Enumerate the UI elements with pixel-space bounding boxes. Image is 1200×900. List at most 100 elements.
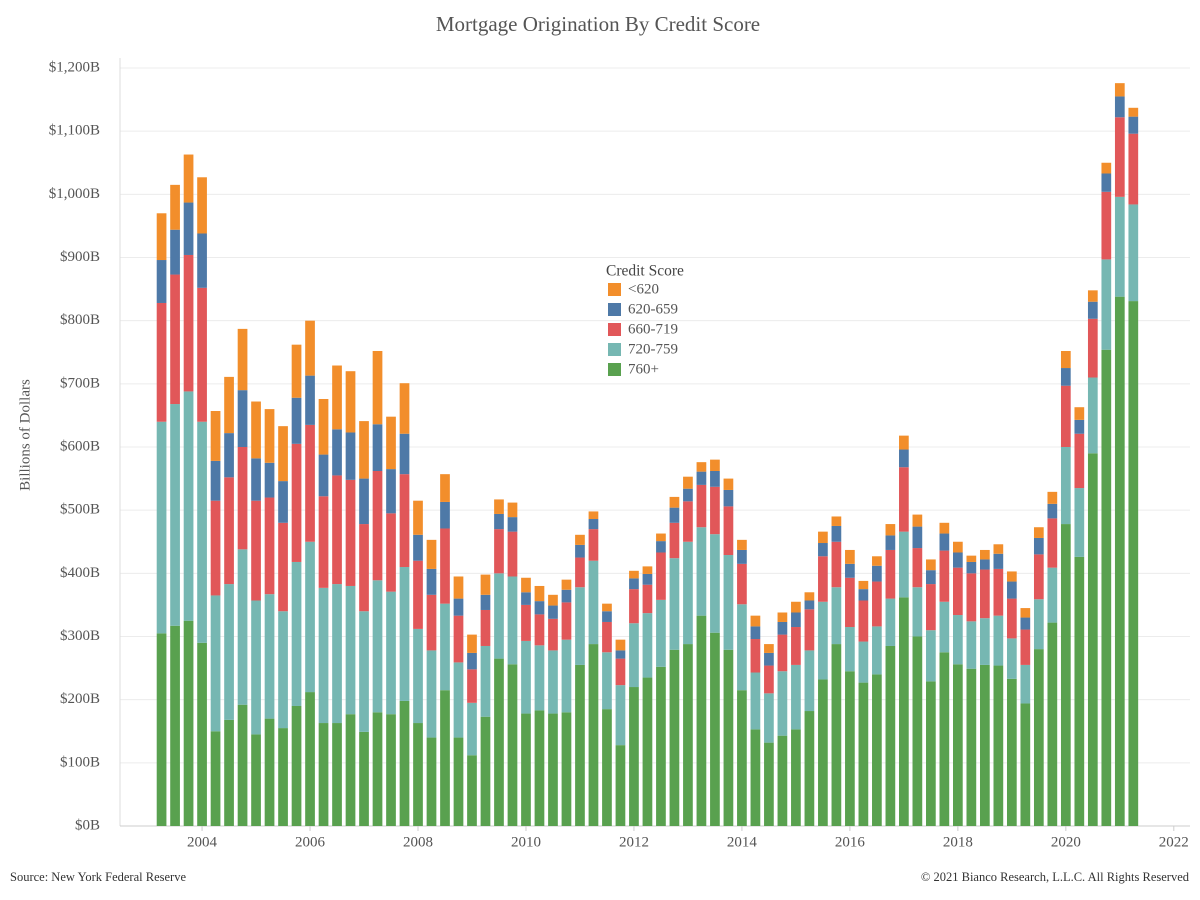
bar-segment xyxy=(710,534,720,633)
legend-swatch xyxy=(608,363,621,376)
bar-segment xyxy=(764,693,774,743)
bar-segment xyxy=(1006,678,1017,826)
bar-segment xyxy=(251,401,261,459)
bar-segment xyxy=(696,462,707,472)
bar-segment xyxy=(183,391,194,621)
bar-segment xyxy=(723,555,734,650)
bar-segment xyxy=(1128,116,1139,134)
x-tick-label: 2004 xyxy=(187,834,218,850)
bar-segment xyxy=(669,649,680,826)
bar-segment xyxy=(251,734,261,826)
y-tick-label: $100B xyxy=(60,754,100,770)
bar-segment xyxy=(1074,419,1085,434)
bar-segment xyxy=(251,458,261,501)
bar-segment xyxy=(939,522,950,534)
legend-label: 760+ xyxy=(628,361,659,377)
bar-segment xyxy=(845,627,855,672)
bar-segment xyxy=(264,462,275,498)
bar-segment xyxy=(210,731,221,826)
bar-segment xyxy=(264,718,275,826)
bar-segment xyxy=(845,671,855,826)
bar-segment xyxy=(278,728,288,826)
bar-segment xyxy=(345,585,356,715)
bar-segment xyxy=(791,664,801,730)
bar-segment xyxy=(183,254,194,392)
bar-segment xyxy=(305,424,315,542)
bar-segment xyxy=(278,426,288,482)
bar-segment xyxy=(818,531,828,544)
bar-segment xyxy=(804,592,815,601)
bar-segment xyxy=(345,479,356,586)
bar-segment xyxy=(818,679,828,826)
bar-segment xyxy=(251,500,261,601)
bar-segment xyxy=(953,664,963,826)
bar-segment xyxy=(872,565,882,582)
bar-segment xyxy=(1033,527,1044,538)
bar-segment xyxy=(291,344,302,398)
bar-segment xyxy=(413,560,423,629)
bar-segment xyxy=(1128,107,1139,117)
bar-segment xyxy=(1101,349,1112,826)
bar-segment xyxy=(467,702,477,756)
bar-segment xyxy=(588,519,599,530)
bar-segment xyxy=(224,719,234,826)
bar-segment xyxy=(453,662,464,738)
bar-segment xyxy=(750,639,761,673)
bar-segment xyxy=(899,531,909,598)
bar-segment xyxy=(507,576,518,665)
bar-segment xyxy=(588,560,599,645)
bar-segment xyxy=(534,585,545,602)
bar-segment xyxy=(777,671,788,736)
bar-segment xyxy=(386,591,396,715)
bar-segment xyxy=(561,589,572,603)
y-tick-label: $500B xyxy=(60,502,100,518)
bar-segment xyxy=(1101,259,1112,350)
bar-segment xyxy=(1047,491,1058,504)
bar-segment xyxy=(683,488,693,502)
bar-segment xyxy=(426,568,437,595)
bar-segment xyxy=(845,549,855,564)
bar-segment xyxy=(332,475,342,585)
bar-segment xyxy=(777,621,788,635)
bar-segment xyxy=(507,531,518,577)
bar-segment xyxy=(453,737,464,826)
bar-segment xyxy=(777,634,788,672)
bar-segment xyxy=(629,570,639,579)
bar-segment xyxy=(602,621,612,653)
bar-segment xyxy=(1128,133,1139,205)
bar-segment xyxy=(683,541,693,645)
bar-segment xyxy=(858,589,869,601)
bar-segment xyxy=(237,390,248,447)
bar-segment xyxy=(818,601,828,680)
bar-segment xyxy=(1087,453,1098,826)
bar-segment xyxy=(521,640,531,714)
legend-swatch xyxy=(608,283,621,296)
bar-segment xyxy=(480,716,491,826)
bar-segment xyxy=(885,524,896,536)
y-tick-label: $900B xyxy=(60,249,100,265)
bar-segment xyxy=(372,580,383,713)
bar-segment xyxy=(1033,649,1044,826)
bar-segment xyxy=(345,714,356,826)
bar-segment xyxy=(750,626,761,640)
bar-segment xyxy=(359,731,369,826)
bar-segment xyxy=(1128,204,1139,302)
bar-segment xyxy=(885,598,896,646)
bar-segment xyxy=(534,710,545,826)
bar-segment xyxy=(845,563,855,578)
x-tick-label: 2006 xyxy=(295,834,326,850)
y-tick-label: $1,000B xyxy=(49,186,100,202)
bar-segment xyxy=(197,177,207,234)
bar-segment xyxy=(237,704,248,826)
bar-segment xyxy=(939,533,950,551)
bar-segment xyxy=(602,611,612,622)
bar-segment xyxy=(386,513,396,592)
bar-segment xyxy=(723,478,734,490)
bar-segment xyxy=(858,641,869,683)
bar-segment xyxy=(912,514,923,527)
bar-segment xyxy=(899,449,909,468)
bar-segment xyxy=(737,690,747,826)
bar-segment xyxy=(318,454,329,497)
bar-segment xyxy=(264,497,275,595)
bar-segment xyxy=(642,613,653,678)
